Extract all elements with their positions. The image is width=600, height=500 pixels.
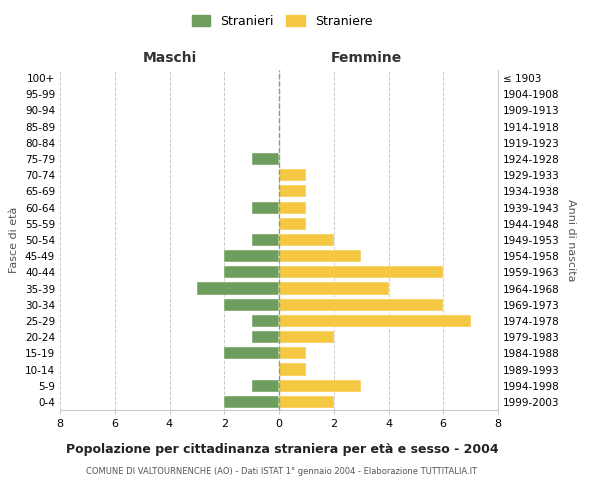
Bar [279, 298, 443, 311]
Bar [197, 282, 279, 294]
Bar [251, 202, 279, 213]
Bar [279, 396, 334, 408]
Bar [251, 331, 279, 343]
Bar [251, 153, 279, 165]
Text: COMUNE DI VALTOURNENCHE (AO) - Dati ISTAT 1° gennaio 2004 - Elaborazione TUTTITA: COMUNE DI VALTOURNENCHE (AO) - Dati ISTA… [86, 468, 478, 476]
Bar [279, 364, 307, 376]
Y-axis label: Fasce di età: Fasce di età [10, 207, 19, 273]
Bar [224, 266, 279, 278]
Bar [279, 218, 307, 230]
Bar [279, 348, 307, 360]
Bar [251, 234, 279, 246]
Bar [224, 250, 279, 262]
Bar [279, 202, 307, 213]
Bar [224, 396, 279, 408]
Bar [279, 266, 443, 278]
Legend: Stranieri, Straniere: Stranieri, Straniere [188, 11, 376, 32]
Bar [279, 250, 361, 262]
Bar [279, 315, 470, 327]
Bar [279, 282, 389, 294]
Bar [251, 315, 279, 327]
Y-axis label: Anni di nascita: Anni di nascita [566, 198, 576, 281]
Bar [279, 169, 307, 181]
Bar [279, 234, 334, 246]
Bar [279, 331, 334, 343]
Bar [224, 298, 279, 311]
Text: Popolazione per cittadinanza straniera per età e sesso - 2004: Popolazione per cittadinanza straniera p… [65, 442, 499, 456]
Text: Femmine: Femmine [331, 51, 402, 65]
Bar [279, 186, 307, 198]
Bar [224, 348, 279, 360]
Bar [251, 380, 279, 392]
Bar [279, 380, 361, 392]
Text: Maschi: Maschi [142, 51, 197, 65]
